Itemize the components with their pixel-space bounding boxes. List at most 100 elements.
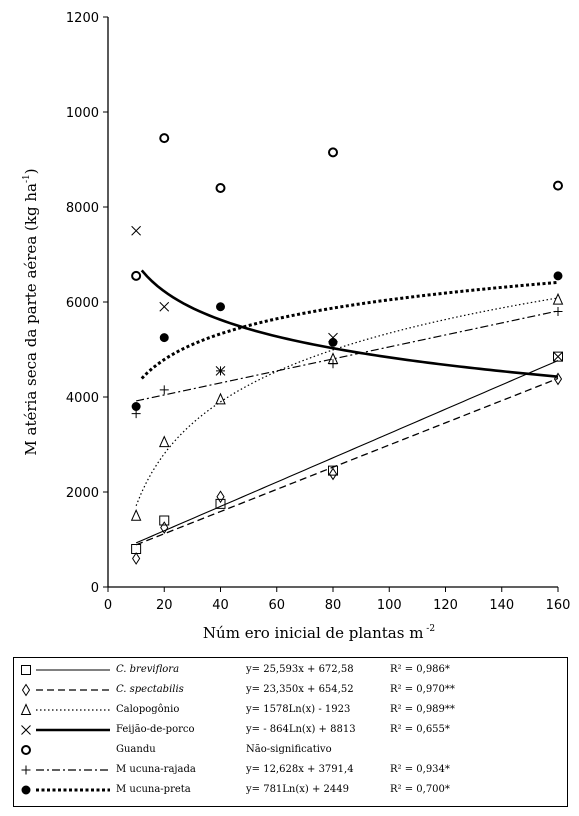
- legend-marker-feij-o-de-porco: [21, 725, 31, 735]
- point-calopog-nio: [130, 509, 142, 521]
- legend-name: M ucuna-rajada: [116, 764, 196, 775]
- legend-name: M ucuna-preta: [116, 784, 191, 795]
- fit-line-calopog-nio: [135, 297, 559, 506]
- point-m-ucuna-rajada: [216, 366, 225, 376]
- fit-line-m-ucuna-preta: [140, 280, 559, 380]
- legend-marker-m-ucuna-rajada: [21, 765, 31, 775]
- legend-marker-calopog-nio: [20, 703, 32, 715]
- chart-axes: [103, 16, 559, 592]
- point-c-spectabilis: [216, 490, 225, 504]
- y-tick-label: 4000: [66, 391, 99, 406]
- x-tick-label: 80: [325, 598, 342, 613]
- legend-equation: y= 1578Ln(x) - 1923: [246, 704, 351, 715]
- x-tick-label: 160: [546, 598, 571, 613]
- legend-swatch-feij-o-de-porco: [21, 725, 110, 735]
- legend-swatch-m-ucuna-rajada: [21, 765, 110, 775]
- fit-line-c-spectabilis: [135, 377, 559, 546]
- x-tick-label: 40: [212, 598, 229, 613]
- point-m-ucuna-preta: [131, 402, 141, 411]
- fit-line-feij-o-de-porco: [140, 269, 559, 378]
- point-c-spectabilis: [328, 467, 338, 481]
- fit-line-c-breviflora: [135, 360, 559, 544]
- x-tick-label: 100: [377, 598, 402, 613]
- point-c-breviflora: [553, 351, 563, 362]
- point-guandu: [159, 133, 170, 144]
- point-c-spectabilis: [160, 521, 169, 535]
- x-tick-label: 20: [156, 598, 173, 613]
- point-calopog-nio: [215, 392, 226, 405]
- point-feij-o-de-porco: [131, 225, 141, 236]
- y-tick-label: 1000: [66, 106, 99, 121]
- y-tick-label: 1200: [66, 11, 99, 26]
- point-c-spectabilis: [132, 552, 141, 565]
- point-guandu: [328, 147, 338, 158]
- legend-swatch-c-spectabilis: [21, 683, 110, 697]
- fit-lines: [135, 269, 559, 546]
- point-m-ucuna-preta: [328, 337, 338, 347]
- legend-row: M ucuna-preta y= 781Ln(x) + 2449 R² = 0,70…: [14, 782, 567, 798]
- point-c-spectabilis: [553, 372, 563, 386]
- x-tick-label: 60: [268, 598, 285, 613]
- y-axis-label-close: ): [22, 168, 40, 174]
- legend-equation: y= 12,628x + 3791,4: [246, 764, 354, 775]
- point-m-ucuna-preta: [553, 271, 563, 281]
- point-guandu: [131, 270, 142, 281]
- legend-row: M ucuna-rajada y= 12,628x + 3791,4 R² = 0,…: [14, 762, 567, 778]
- legend-name: Calopogônio: [116, 704, 180, 715]
- point-feij-o-de-porco: [553, 351, 563, 362]
- legend-row: C. spectabilis y= 23,350x + 654,52 R² = 0,…: [14, 682, 567, 698]
- y-tick-label: 8000: [66, 201, 99, 216]
- legend-row: Guandu Não-significativo: [14, 742, 567, 758]
- x-tick-label: 120: [433, 598, 458, 613]
- legend-name: Guandu: [116, 744, 156, 755]
- legend-name: C. breviflora: [116, 664, 180, 675]
- y-axis-label: M atéria seca da parte aérea (kg ha-1): [22, 168, 40, 455]
- legend-marker-guandu: [21, 745, 31, 755]
- point-c-breviflora: [159, 515, 170, 526]
- legend-equation: Não-significativo: [246, 744, 332, 755]
- point-calopog-nio: [158, 435, 170, 448]
- x-tick-label: 140: [489, 598, 514, 613]
- legend-name: Feijão-de-porco: [116, 724, 195, 735]
- axis-labels: 0 20 40 60 80 100 120 140 160 0 2000 4000 6000 8000 10…: [22, 11, 570, 642]
- legend-equation: y= 25,593x + 672,58: [246, 664, 354, 675]
- legend-swatch-c-breviflora: [21, 665, 110, 675]
- x-tick-label: 0: [104, 598, 112, 613]
- legend: C. breviflora y= 25,593x + 672,58 R² = 0,9…: [13, 657, 568, 807]
- legend-swatch-guandu: [21, 745, 31, 755]
- point-m-ucuna-preta: [159, 333, 169, 343]
- legend-row: Feijão-de-porco y= - 864Ln(x) + 8813 R² = …: [14, 722, 567, 738]
- legend-row: Calopogônio y= 1578Ln(x) - 1923 R² = 0,989…: [14, 702, 567, 718]
- chart-svg: 0 20 40 60 80 100 120 140 160 0 2000 4000 6000 8000 10…: [22, 11, 570, 642]
- x-axis-label: Núm ero inicial de plantas m -2: [203, 624, 435, 642]
- legend-marker-c-spectabilis: [21, 683, 31, 697]
- legend-swatch-m-ucuna-preta: [21, 785, 110, 795]
- point-m-ucuna-rajada: [553, 307, 563, 316]
- legend-equation: y= - 864Ln(x) + 8813: [246, 724, 356, 735]
- point-m-ucuna-rajada: [159, 385, 169, 395]
- legend-r2: R² = 0,970**: [390, 684, 455, 695]
- legend-r2: R² = 0,986*: [390, 664, 450, 675]
- point-guandu: [553, 180, 563, 191]
- fit-line-m-ucuna-rajada: [136, 310, 559, 402]
- legend-r2: R² = 0,989**: [390, 704, 455, 715]
- legend-r2: R² = 0,700*: [390, 784, 450, 795]
- point-calopog-nio: [552, 292, 564, 305]
- point-guandu: [215, 183, 226, 193]
- y-tick-label: 2000: [66, 486, 99, 501]
- y-tick-label: 6000: [66, 296, 99, 311]
- legend-swatch-calopog-nio: [20, 703, 110, 715]
- point-c-breviflora: [328, 465, 338, 476]
- legend-row: C. breviflora y= 25,593x + 672,58 R² = 0,9…: [14, 662, 567, 678]
- y-tick-label: 0: [91, 581, 99, 596]
- legend-marker-m-ucuna-preta: [21, 785, 31, 795]
- legend-r2: R² = 0,934*: [390, 764, 450, 775]
- point-feij-o-de-porco: [159, 301, 170, 312]
- x-axis-label-superscript: -2: [423, 624, 435, 634]
- legend-equation: y= 23,350x + 654,52: [246, 684, 354, 695]
- legend-marker-c-breviflora: [21, 665, 31, 675]
- y-axis-label-superscript: -1: [22, 174, 32, 183]
- legend-equation: y= 781Ln(x) + 2449: [246, 784, 350, 795]
- point-c-breviflora: [215, 498, 226, 509]
- point-m-ucuna-preta: [216, 302, 225, 312]
